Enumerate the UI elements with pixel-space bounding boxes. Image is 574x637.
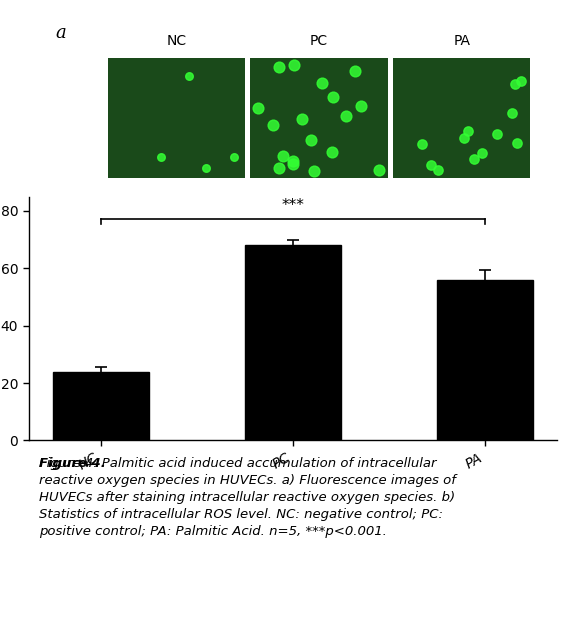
Bar <box>245 245 341 441</box>
Text: Figure 4. Palmitic acid induced accumulation of intracellular
reactive oxygen sp: Figure 4. Palmitic acid induced accumula… <box>39 457 456 538</box>
Text: a: a <box>55 24 66 42</box>
Bar <box>250 58 388 178</box>
Point <box>269 120 278 130</box>
Point <box>351 66 360 76</box>
Point <box>274 162 284 173</box>
Point <box>517 75 526 85</box>
Point <box>288 156 297 166</box>
Point <box>470 154 479 164</box>
Text: ***: *** <box>281 198 304 213</box>
Point <box>274 62 284 72</box>
Point <box>511 78 520 89</box>
Point <box>507 108 517 118</box>
Point <box>309 166 318 176</box>
Point <box>433 165 443 175</box>
Point <box>254 103 263 113</box>
Bar <box>393 58 530 178</box>
Point <box>374 165 383 175</box>
Point <box>297 113 307 124</box>
Point <box>290 60 299 70</box>
Point <box>201 163 211 173</box>
Point <box>460 133 469 143</box>
Text: PC: PC <box>310 34 328 48</box>
Text: NC: NC <box>166 34 187 48</box>
Point <box>156 152 165 162</box>
Point <box>317 78 327 88</box>
Text: Figure 4.: Figure 4. <box>39 457 106 470</box>
Point <box>513 138 522 148</box>
Point <box>341 111 350 122</box>
Point <box>492 129 501 140</box>
Point <box>426 160 436 170</box>
Point <box>463 125 472 136</box>
Point <box>478 148 487 158</box>
Point <box>229 152 238 162</box>
Point <box>306 135 315 145</box>
Point <box>417 139 426 149</box>
Bar <box>108 58 245 178</box>
Point <box>278 150 287 161</box>
Point <box>327 147 336 157</box>
Text: PA: PA <box>453 34 470 48</box>
Bar <box>437 280 533 441</box>
Point <box>329 92 338 102</box>
Bar <box>53 371 149 441</box>
Point <box>288 159 297 169</box>
Point <box>356 101 366 111</box>
Point <box>184 71 193 82</box>
